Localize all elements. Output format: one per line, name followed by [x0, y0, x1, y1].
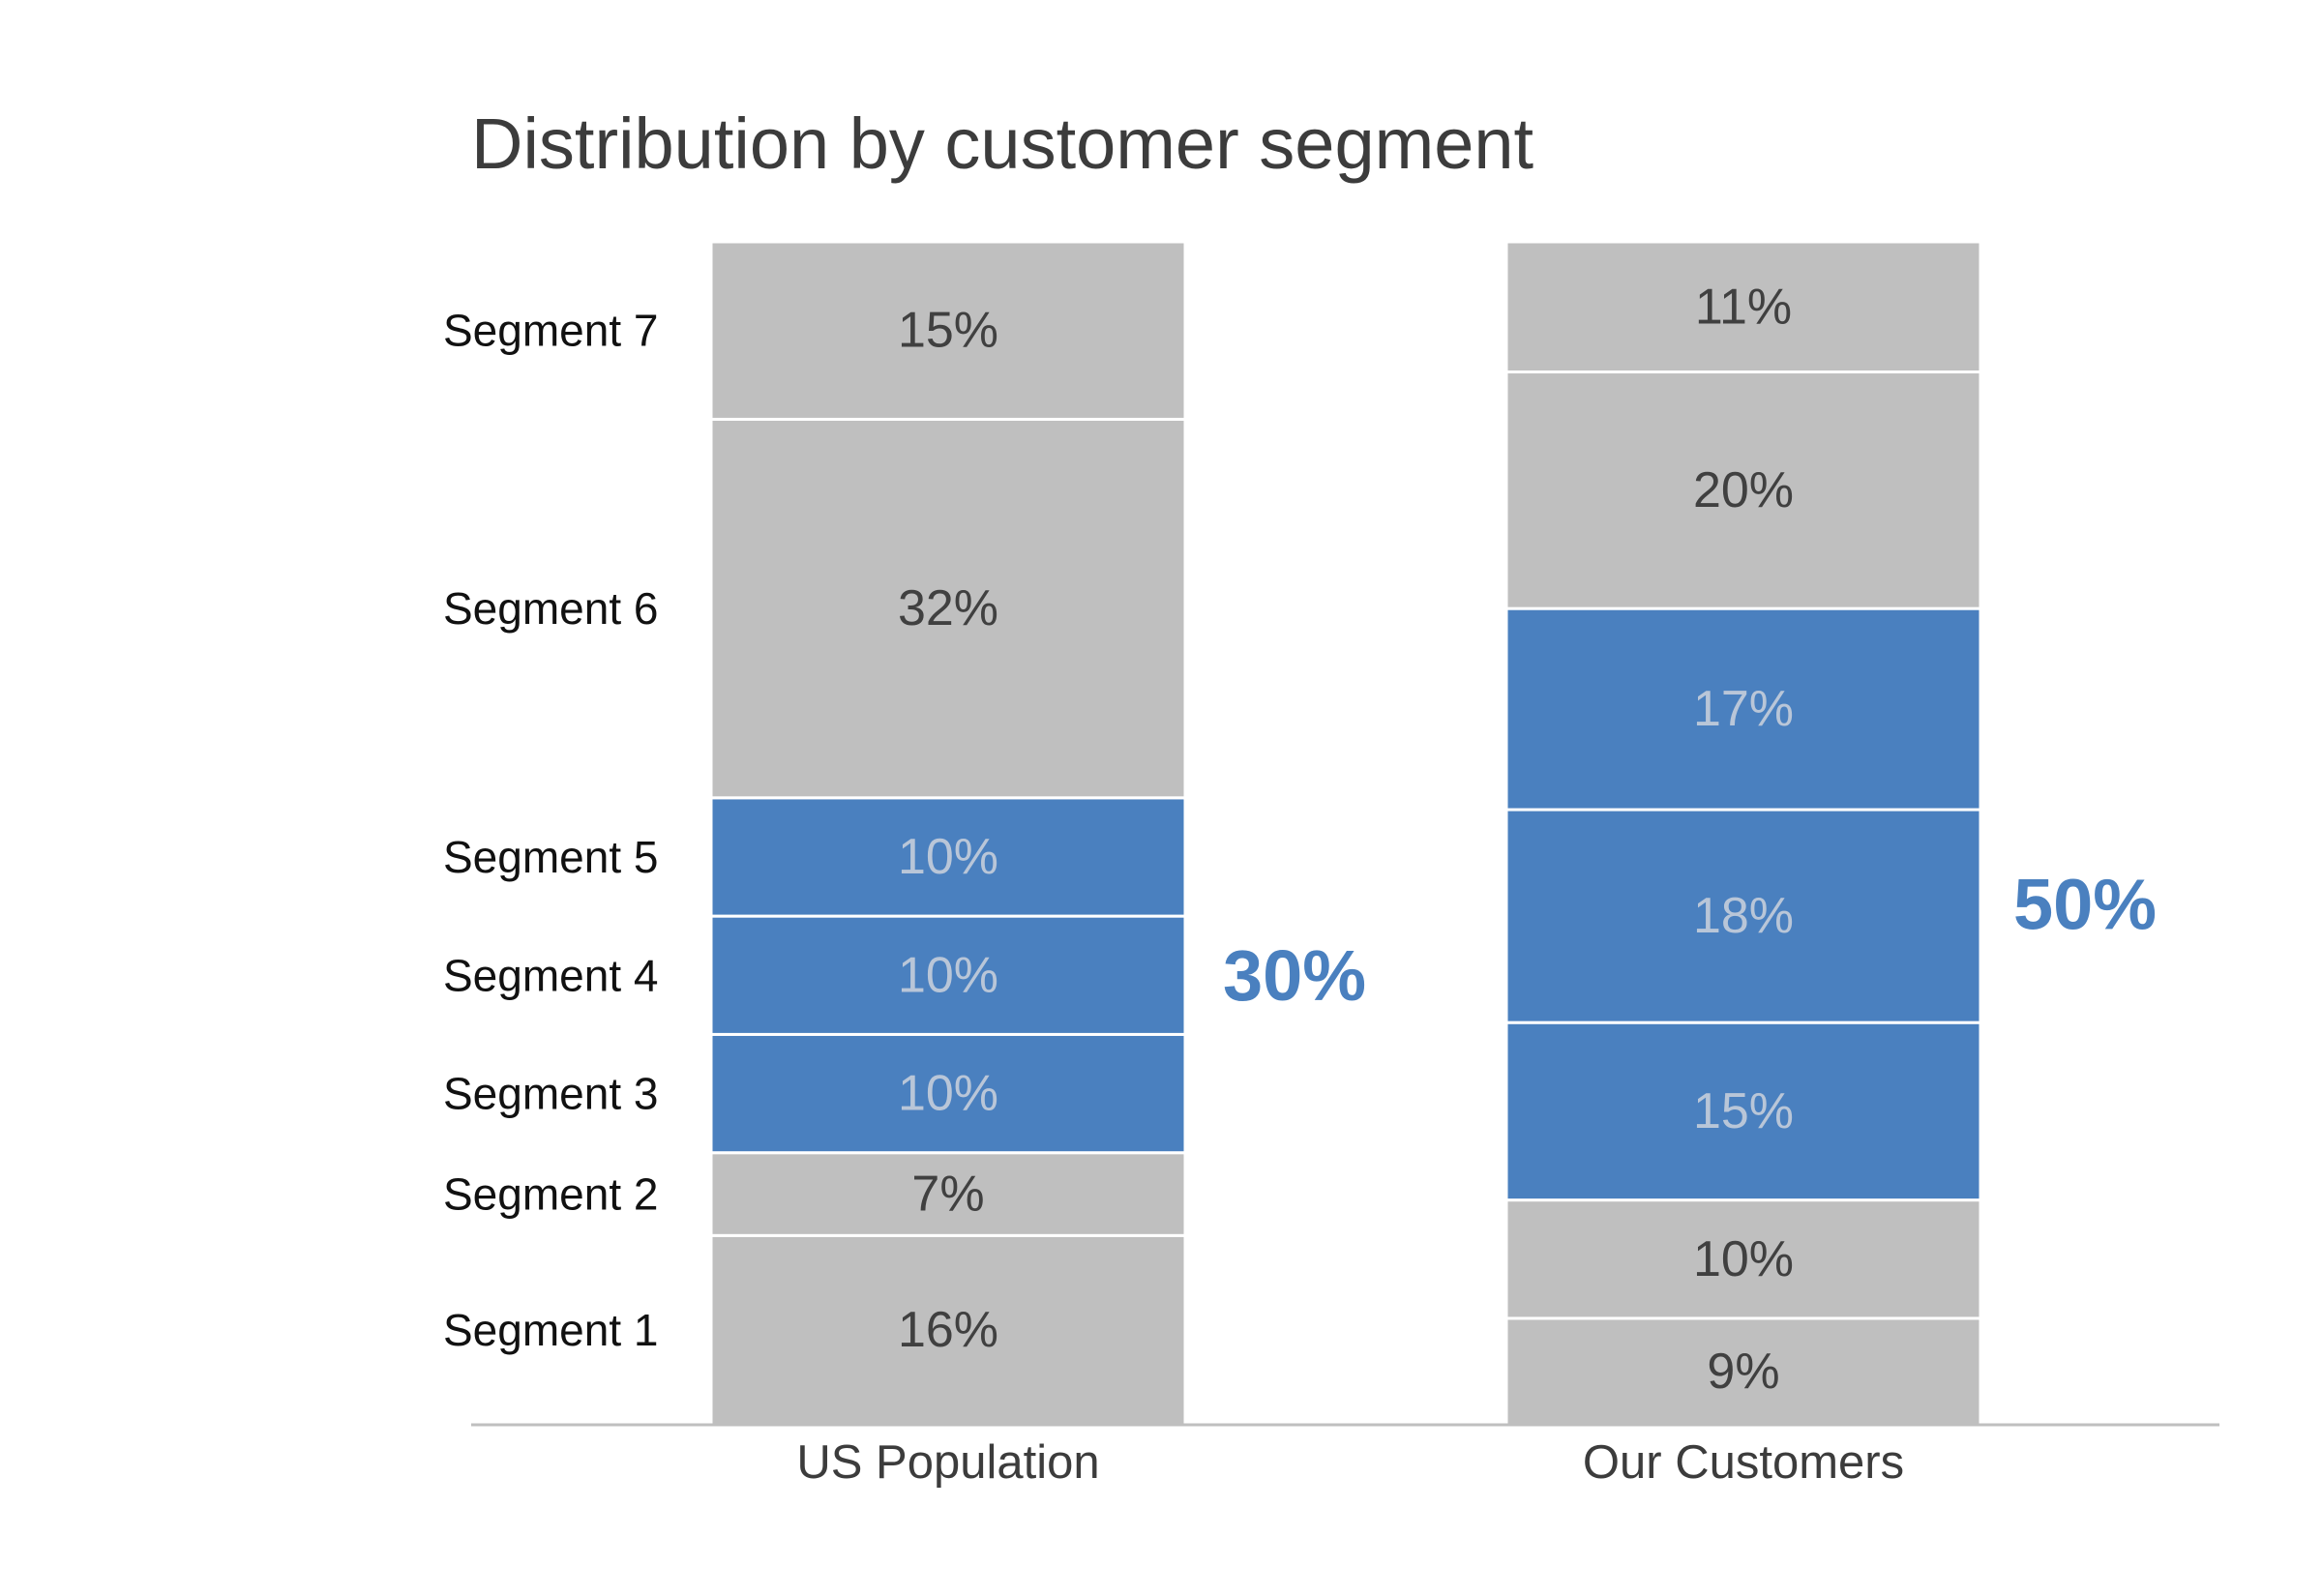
- bar-segment: [709, 1151, 1187, 1237]
- segment-label: Segment 3: [443, 1069, 658, 1119]
- chart-title: Distribution by customer segment: [471, 103, 1534, 184]
- segment-label: Segment 7: [443, 306, 658, 356]
- data-label: 15%: [1693, 1083, 1794, 1139]
- data-label: 10%: [898, 1066, 998, 1122]
- data-label: 7%: [911, 1167, 984, 1223]
- segment-label: Segment 5: [443, 832, 658, 882]
- data-label: 10%: [1693, 1231, 1794, 1287]
- data-label: 11%: [1695, 279, 1792, 335]
- bars: 16% 7% 10% 10% 10% 32% 15% 9% 10% 15% 18% 17% 20% 11%: [709, 240, 1982, 1427]
- bar-segment: [709, 417, 1187, 800]
- data-label: 32%: [898, 580, 998, 636]
- segment-label: Segment 6: [443, 583, 658, 634]
- segment-labels: Segment 1 Segment 2 Segment 3 Segment 4 Segm…: [443, 306, 658, 1355]
- data-label: 9%: [1707, 1344, 1779, 1400]
- bar-segment: [1504, 370, 1982, 610]
- data-label: 10%: [898, 947, 998, 1003]
- bar-segment: [709, 240, 1187, 421]
- data-label: 17%: [1693, 681, 1794, 737]
- highlight-total: 50%: [2013, 864, 2157, 944]
- data-label: 10%: [898, 829, 998, 885]
- bar-segment: [1504, 240, 1982, 374]
- bar-segment: [1504, 1198, 1982, 1320]
- category-label: Our Customers: [1583, 1436, 1904, 1489]
- bar-segment: [1504, 808, 1982, 1024]
- segment-label: Segment 1: [443, 1305, 658, 1355]
- bar-segment: [709, 914, 1187, 1036]
- segment-label: Segment 4: [443, 950, 658, 1000]
- data-label: 20%: [1693, 462, 1794, 518]
- category-labels: US Population Our Customers: [796, 1436, 1904, 1489]
- bar-segment: [709, 796, 1187, 918]
- highlight-total: 30%: [1223, 935, 1366, 1016]
- highlight-totals: 30% 50%: [1223, 864, 2157, 1015]
- data-label: 15%: [898, 303, 998, 359]
- bar-segment: [1504, 606, 1982, 812]
- category-label: US Population: [796, 1436, 1099, 1489]
- bar-segment: [709, 1233, 1187, 1427]
- data-label: 16%: [898, 1302, 998, 1358]
- bar-segment: [1504, 1020, 1982, 1202]
- segment-label: Segment 2: [443, 1169, 658, 1220]
- bar-segment: [1504, 1316, 1982, 1427]
- data-label: 18%: [1693, 888, 1794, 944]
